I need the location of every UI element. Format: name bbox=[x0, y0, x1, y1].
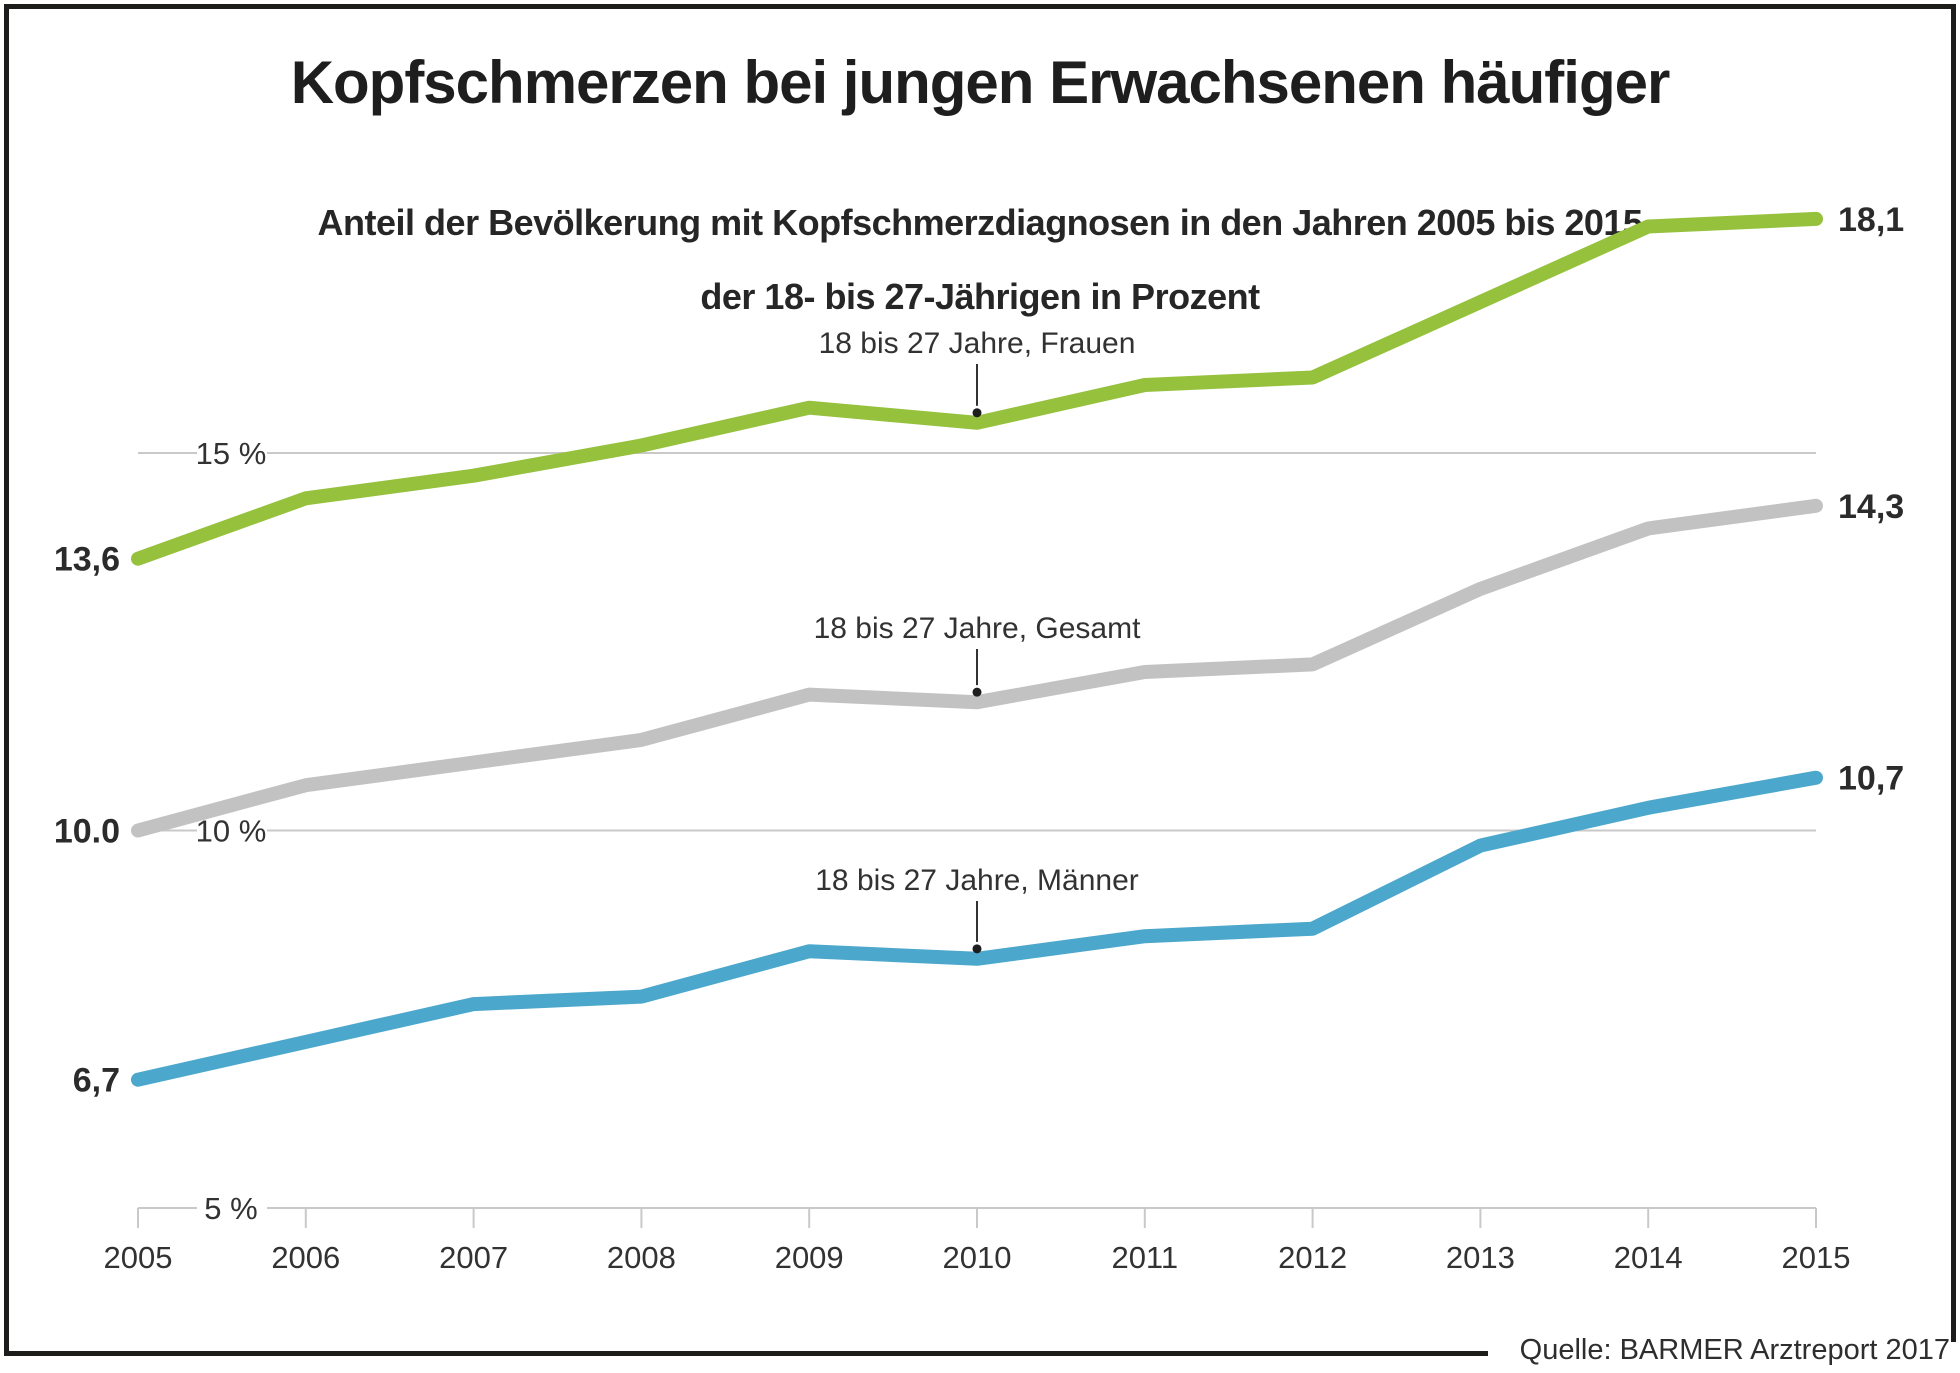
year-label: 2010 bbox=[943, 1240, 1012, 1275]
year-label: 2015 bbox=[1782, 1240, 1851, 1275]
annotation-pointer-dot bbox=[972, 687, 982, 697]
year-label: 2011 bbox=[1111, 1240, 1178, 1275]
gridline-label: 10 % bbox=[196, 814, 267, 849]
frame-border-top bbox=[4, 4, 1956, 9]
series-line-frauen bbox=[131, 211, 1823, 566]
start-value-label: 6,7 bbox=[73, 1062, 120, 1100]
series-annotation-label: 18 bis 27 Jahre, Männer bbox=[815, 864, 1139, 897]
chart-title: Kopfschmerzen bei jungen Erwachsenen häu… bbox=[290, 49, 1671, 116]
source-credit: Quelle: BARMER Arztreport 2017 bbox=[1511, 1334, 1950, 1367]
frame-border-bottom bbox=[4, 1351, 1488, 1356]
end-value-label: 18,1 bbox=[1838, 201, 1904, 239]
subtitle-line-2: der 18- bis 27-Jährigen in Prozent bbox=[700, 276, 1260, 317]
gridline-label: 5 % bbox=[204, 1191, 257, 1226]
year-label: 2008 bbox=[607, 1240, 676, 1275]
subtitle-line-1: Anteil der Bevölkerung mit Kopfschmerzdi… bbox=[317, 202, 1643, 243]
annotation-pointer-dot bbox=[972, 408, 982, 418]
year-label: 2014 bbox=[1614, 1240, 1683, 1275]
series-line-gesamt bbox=[131, 498, 1823, 838]
series-line-maenner bbox=[131, 770, 1823, 1087]
start-value-label: 10.0 bbox=[54, 813, 120, 851]
end-value-label: 14,3 bbox=[1838, 488, 1904, 526]
frame-border-left bbox=[4, 4, 9, 1356]
start-value-label: 13,6 bbox=[54, 541, 120, 579]
chart-subtitle: Anteil der Bevölkerung mit Kopfschmerzdi… bbox=[0, 186, 1960, 334]
end-value-label: 10,7 bbox=[1838, 760, 1904, 798]
year-label: 2013 bbox=[1446, 1240, 1515, 1275]
year-label: 2006 bbox=[271, 1240, 340, 1275]
gridline-label: 15 % bbox=[196, 436, 267, 471]
year-label: 2005 bbox=[104, 1240, 173, 1275]
frame-border-right bbox=[1951, 4, 1956, 1342]
series-annotation-label: 18 bis 27 Jahre, Frauen bbox=[819, 327, 1136, 360]
year-label: 2007 bbox=[439, 1240, 508, 1275]
annotation-pointer-dot bbox=[972, 944, 982, 954]
year-label: 2009 bbox=[775, 1240, 844, 1275]
year-label: 2012 bbox=[1278, 1240, 1347, 1275]
series-annotation-label: 18 bis 27 Jahre, Gesamt bbox=[814, 612, 1142, 645]
